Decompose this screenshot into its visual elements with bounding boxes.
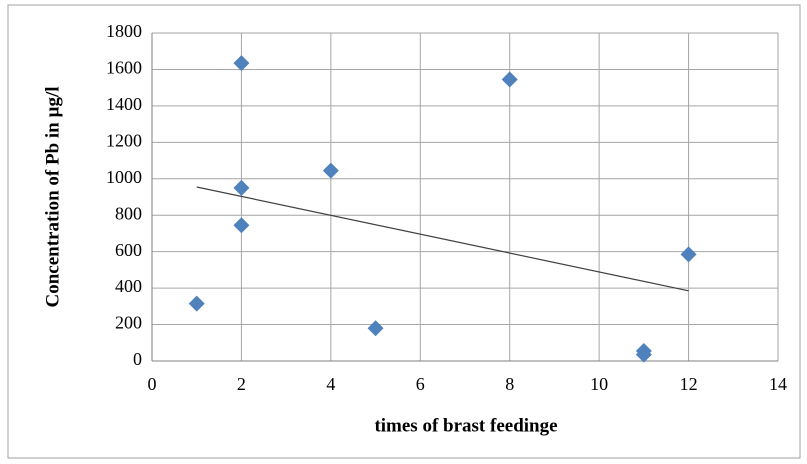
y-tick-label: 1600 [106,58,142,78]
point [233,179,250,196]
x-tick-label: 2 [237,374,246,394]
x-tick-label: 0 [148,374,157,394]
x-tick-label: 14 [769,374,787,394]
point [635,346,652,363]
x-tick-label: 8 [505,374,514,394]
point [233,55,250,72]
point [233,217,250,234]
y-tick-label: 1800 [106,21,142,41]
x-tick-label: 10 [590,374,608,394]
y-axis-label: Concentration of Pb in µg/l [42,86,63,307]
x-axis-label: times of brast feedinge [374,415,557,436]
y-tick-label: 0 [133,349,142,369]
y-tick-label: 800 [115,203,142,223]
x-tick-label: 4 [326,374,335,394]
y-tick-label: 400 [115,276,142,296]
point [501,71,518,88]
point [322,162,339,179]
y-tick-label: 1200 [106,130,142,150]
y-tick-label: 600 [115,240,142,260]
point [367,320,384,337]
trendline [196,186,689,292]
y-tick-label: 1000 [106,167,142,187]
y-tick-label: 200 [115,313,142,333]
y-tick-label: 1400 [106,94,142,114]
x-tick-label: 6 [416,374,425,394]
x-tick-label: 12 [680,374,698,394]
point [188,295,205,312]
chart-frame [7,4,801,459]
point [680,246,697,263]
